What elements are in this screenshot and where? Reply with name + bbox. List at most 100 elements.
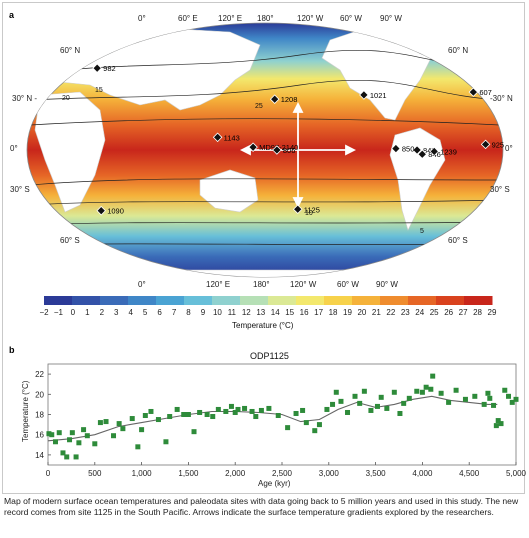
data-point: [181, 412, 187, 417]
arrow-head-east: [345, 144, 357, 156]
data-point: [293, 410, 299, 416]
data-point: [84, 433, 90, 439]
colorbar-segment: [212, 296, 241, 305]
site-marker: [417, 149, 428, 159]
x-tick-label: 3,500: [366, 469, 387, 478]
colorbar-segment: [296, 296, 325, 305]
data-point: [391, 389, 397, 395]
odp1125-chart: ODP1125 14 16 18 20 22 0 500 1,000 1,500 2,000 2,…: [21, 351, 527, 488]
arrow-head-south: [292, 197, 304, 209]
x-tick-label: 4,000: [412, 469, 433, 478]
y-axis-label: Temperature (°C): [21, 380, 30, 442]
colorbar-tick: 26: [444, 308, 453, 317]
data-point: [300, 407, 306, 413]
lat-label: 0°: [505, 144, 513, 153]
data-point: [228, 403, 234, 409]
data-point: [330, 401, 336, 407]
data-point: [345, 409, 351, 415]
data-point: [249, 408, 255, 414]
site-marker: [412, 145, 422, 155]
contour-label: 15: [95, 87, 103, 94]
colorbar-tick: 22: [386, 308, 395, 317]
x-tick-label: 2,000: [225, 469, 246, 478]
site-label: 1021: [370, 91, 387, 100]
colorbar-tick: −2: [39, 308, 49, 317]
lat-label: 0°: [10, 144, 18, 153]
x-tick-label: 2,500: [272, 469, 293, 478]
data-point: [69, 430, 75, 436]
data-point: [56, 430, 62, 436]
data-point: [419, 389, 425, 395]
data-point: [316, 422, 322, 428]
lat-label: 60° S: [448, 236, 468, 245]
data-point: [49, 432, 55, 438]
data-point: [453, 387, 459, 393]
data-point: [481, 401, 487, 407]
site-marker: [269, 94, 280, 104]
data-point: [374, 403, 380, 409]
y-tick-label: 22: [35, 370, 44, 379]
lon-label: 90° W: [380, 14, 402, 23]
data-point: [197, 409, 203, 415]
data-point: [92, 441, 98, 447]
data-point: [495, 418, 501, 424]
contour-line: [29, 118, 501, 126]
colorbar-segment: [100, 296, 129, 305]
colorbar-segment: [128, 296, 157, 305]
lat-label: 60° S: [60, 236, 80, 245]
lon-label: 60° W: [337, 280, 359, 289]
longitude-labels-bottom: 0° 120° E 180° 120° W 60° W 90° W: [138, 280, 398, 289]
x-tick-label: 0: [46, 469, 51, 478]
site-label: 1208: [281, 95, 298, 104]
colorbar-tick: 2: [100, 308, 105, 317]
y-tick-label: 14: [35, 451, 44, 460]
lat-label: 30° S: [490, 185, 510, 194]
latitude-labels-left: 60° N 30° N - 0° 30° S 60° S: [10, 46, 80, 245]
colorbar-tick: 10: [213, 308, 222, 317]
site-label: 1143: [224, 133, 240, 142]
data-point: [357, 400, 363, 406]
sst-map: 15 20 25 10 5 0° 60° E 120° E 180° 120° …: [10, 14, 513, 289]
colorbar-segment: [352, 296, 381, 305]
colorbar-tick: 17: [314, 308, 323, 317]
data-point: [509, 399, 515, 405]
data-point: [472, 393, 478, 399]
data-point: [242, 405, 248, 411]
colorbar-tick: 18: [329, 308, 338, 317]
site-label: 982: [103, 64, 116, 73]
lat-label: 30° S: [10, 185, 30, 194]
colorbar-tick: 3: [114, 308, 119, 317]
x-tick-label: 3,000: [319, 469, 340, 478]
lat-label: 30° N -: [12, 94, 37, 103]
data-point: [513, 396, 519, 402]
contour-line: [29, 178, 501, 186]
colorbar-tick: 28: [473, 308, 482, 317]
colorbar-segment: [408, 296, 437, 305]
colorbar-segment: [380, 296, 409, 305]
colorbar-segment: [268, 296, 297, 305]
panel-b-label: b: [9, 345, 15, 355]
paleodata-sites: MD97-21408061208102184785084612399256079…: [92, 63, 504, 216]
data-point: [446, 399, 452, 405]
colorbar-tick: 24: [415, 308, 424, 317]
site-label: 850: [402, 145, 415, 154]
data-point: [64, 454, 70, 460]
arrow-head-north: [292, 101, 304, 113]
colorbar-tick: 5: [143, 308, 148, 317]
site-label: 1239: [440, 147, 457, 156]
data-point: [129, 416, 135, 422]
data-point: [462, 396, 468, 402]
colorbar-segment: [156, 296, 185, 305]
site-marker: [391, 143, 401, 154]
x-axis-label: Age (kyr): [258, 479, 291, 488]
colorbar-tick: 23: [401, 308, 410, 317]
data-point: [148, 408, 154, 414]
contour-label: 10: [305, 210, 313, 217]
data-point: [406, 395, 412, 401]
colorbar-tick: 8: [186, 308, 191, 317]
data-point: [352, 393, 358, 399]
lon-label: 90° W: [376, 280, 398, 289]
data-point: [493, 423, 499, 429]
colorbar-tick: 13: [256, 308, 265, 317]
data-point: [498, 421, 504, 427]
